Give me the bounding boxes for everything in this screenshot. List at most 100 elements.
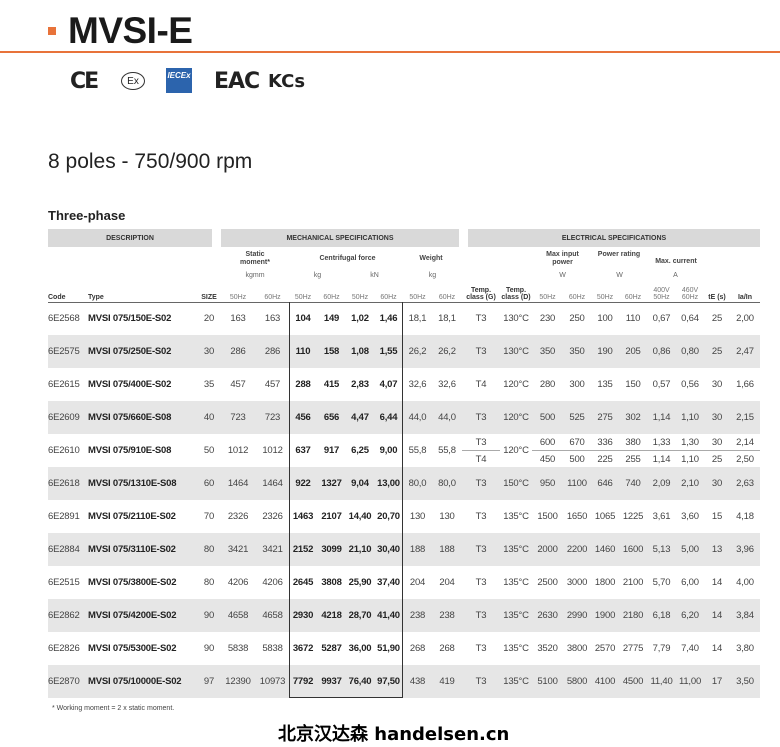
- table-row: 6E2615 MVSI 075/400E-S02 35 457 457 288 415 2,8…: [48, 368, 760, 401]
- band-mechanical: MECHANICAL SPECIFICATIONS: [221, 229, 459, 247]
- temp-class-d-cell: 150°C: [500, 467, 532, 500]
- electrical-cell: 230: [539, 313, 556, 325]
- centrifugal-force-cell: 922: [289, 467, 317, 500]
- table-row: 6E2891 MVSI 075/2110E-S02 70 2326 2326 1463 21…: [48, 500, 760, 533]
- column-header: 50Hz: [591, 281, 619, 303]
- centrifugal-force-cell: 14,40: [348, 511, 372, 522]
- centrifugal-force-cell: 21,10: [346, 533, 374, 566]
- electrical-cell: 2180: [619, 599, 647, 632]
- electrical-cell: 1,30: [676, 434, 704, 451]
- temp-class-g-cell: T3: [462, 665, 500, 698]
- centrifugal-force-cell: 1,55: [374, 335, 403, 368]
- static-moment-cell: 12390: [220, 665, 256, 698]
- weight-cell: 419: [432, 665, 462, 698]
- electrical-cell: 302: [619, 401, 647, 434]
- electrical-cell: 1,14: [647, 401, 676, 434]
- electrical-cell: 25: [711, 313, 723, 325]
- poles-heading: 8 poles - 750/900 rpm: [48, 150, 253, 173]
- centrifugal-force-cell: 6,25: [351, 445, 369, 456]
- footnote: * Working moment = 2 x static moment.: [52, 705, 175, 712]
- code-cell: 6E2826: [48, 643, 80, 654]
- temp-class-g-cell: T3: [462, 599, 500, 632]
- weight-cell: 32,6: [408, 379, 427, 390]
- electrical-cell: 950: [532, 467, 563, 500]
- code-cell: 6E2862: [48, 599, 88, 632]
- weight-cell: 188: [403, 533, 432, 566]
- centrifugal-force-cell: 1,46: [379, 313, 398, 325]
- centrifugal-force-cell: 9,04: [346, 467, 374, 500]
- code-cell: 6E2515: [48, 577, 80, 588]
- static-moment-cell: 163: [264, 313, 281, 325]
- centrifugal-force-cell: 41,40: [374, 599, 403, 632]
- electrical-cell: 14: [711, 577, 723, 588]
- electrical-cell: 1600: [619, 533, 647, 566]
- weight-cell: 130: [409, 511, 426, 522]
- electrical-cell: 3,80: [736, 643, 754, 654]
- centrifugal-force-cell: 3808: [321, 577, 342, 588]
- electrical-cell: 1500: [537, 511, 558, 522]
- static-moment-cell: 163: [230, 313, 246, 325]
- temp-class-g-cell: T3: [462, 434, 500, 451]
- electrical-cell: 2,63: [730, 467, 760, 500]
- static-moment-cell: 3421: [220, 533, 256, 566]
- code-cell: 6E2610: [48, 445, 80, 456]
- temp-class-g-cell: T3: [475, 643, 487, 654]
- weight-cell: 204: [409, 577, 426, 588]
- electrical-cell: 30: [704, 401, 730, 434]
- electrical-cell: 3000: [566, 577, 588, 588]
- centrifugal-force-cell: 7792: [289, 665, 317, 698]
- electrical-cell: 250: [569, 313, 585, 325]
- electrical-cell: 11,00: [676, 665, 704, 698]
- centrifugal-force-cell: 917: [323, 445, 340, 456]
- table-row: 6E2610 MVSI 075/910E-S08 50 1012 1012 637 917 6…: [48, 434, 760, 456]
- table-row: 6E2568 MVSI 075/150E-S02 20 163 163 104 149 1,0…: [48, 302, 760, 335]
- column-header: 50Hz: [289, 281, 317, 303]
- group-max-current: Max. current: [655, 258, 697, 265]
- group-centrifugal-force: Centrifugal force: [319, 255, 376, 262]
- electrical-cell: 4100: [591, 665, 619, 698]
- electrical-cell: 11,40: [647, 665, 676, 698]
- electrical-cell: 380: [619, 434, 647, 451]
- weight-cell: 268: [439, 643, 455, 654]
- centrifugal-force-cell: 9,00: [379, 445, 398, 456]
- centrifugal-force-cell: 4218: [317, 599, 346, 632]
- column-header: 400V 50Hz: [647, 281, 676, 303]
- electrical-cell: 6,20: [676, 599, 704, 632]
- static-moment-cell: 1464: [220, 467, 256, 500]
- size-cell: 30: [198, 335, 220, 368]
- centrifugal-force-cell: 36,00: [348, 643, 372, 654]
- table-row: 6E2870 MVSI 075/10000E-S02 97 12390 10973 779…: [48, 665, 760, 698]
- centrifugal-force-cell: 13,00: [374, 467, 403, 500]
- temp-class-d-cell: 135°C: [503, 643, 529, 654]
- electrical-cell: 135: [597, 379, 613, 390]
- temp-class-d-cell: 135°C: [500, 599, 532, 632]
- weight-cell: 238: [403, 599, 432, 632]
- electrical-cell: 13: [704, 533, 730, 566]
- centrifugal-force-cell: 656: [317, 401, 346, 434]
- temp-class-d-cell: 120°C: [503, 379, 529, 390]
- static-moment-cell: 5838: [262, 643, 283, 654]
- column-header: 60Hz: [432, 281, 462, 303]
- type-cell: MVSI 075/10000E-S02: [88, 665, 198, 698]
- column-header: Temp. class (D): [500, 281, 532, 303]
- code-cell: 6E2568: [48, 313, 80, 325]
- electrical-cell: 30: [704, 467, 730, 500]
- centrifugal-force-cell: 6,44: [374, 401, 403, 434]
- title-divider: [0, 51, 780, 53]
- size-cell: 90: [198, 599, 220, 632]
- temp-class-d-cell: 135°C: [500, 533, 532, 566]
- type-cell: MVSI 075/1310E-S08: [88, 467, 198, 500]
- weight-cell: 26,2: [432, 335, 462, 368]
- iecex-logo: IECEx: [166, 68, 192, 93]
- weight-cell: 32,6: [438, 379, 456, 390]
- size-cell: 60: [198, 467, 220, 500]
- electrical-cell: 7,40: [681, 643, 699, 654]
- electrical-cell: 2,15: [730, 401, 760, 434]
- electrical-cell: 5,70: [652, 577, 671, 588]
- specifications-table: Code Type SIZE 50Hz 60Hz 50Hz 60Hz 50Hz 60Hz 50Hz…: [48, 281, 760, 698]
- column-header: 60Hz: [374, 281, 403, 303]
- electrical-cell: 225: [597, 453, 613, 465]
- unit-static: kgmm: [245, 272, 265, 279]
- column-header: 50Hz: [403, 281, 432, 303]
- electrical-cell: 2100: [622, 577, 644, 588]
